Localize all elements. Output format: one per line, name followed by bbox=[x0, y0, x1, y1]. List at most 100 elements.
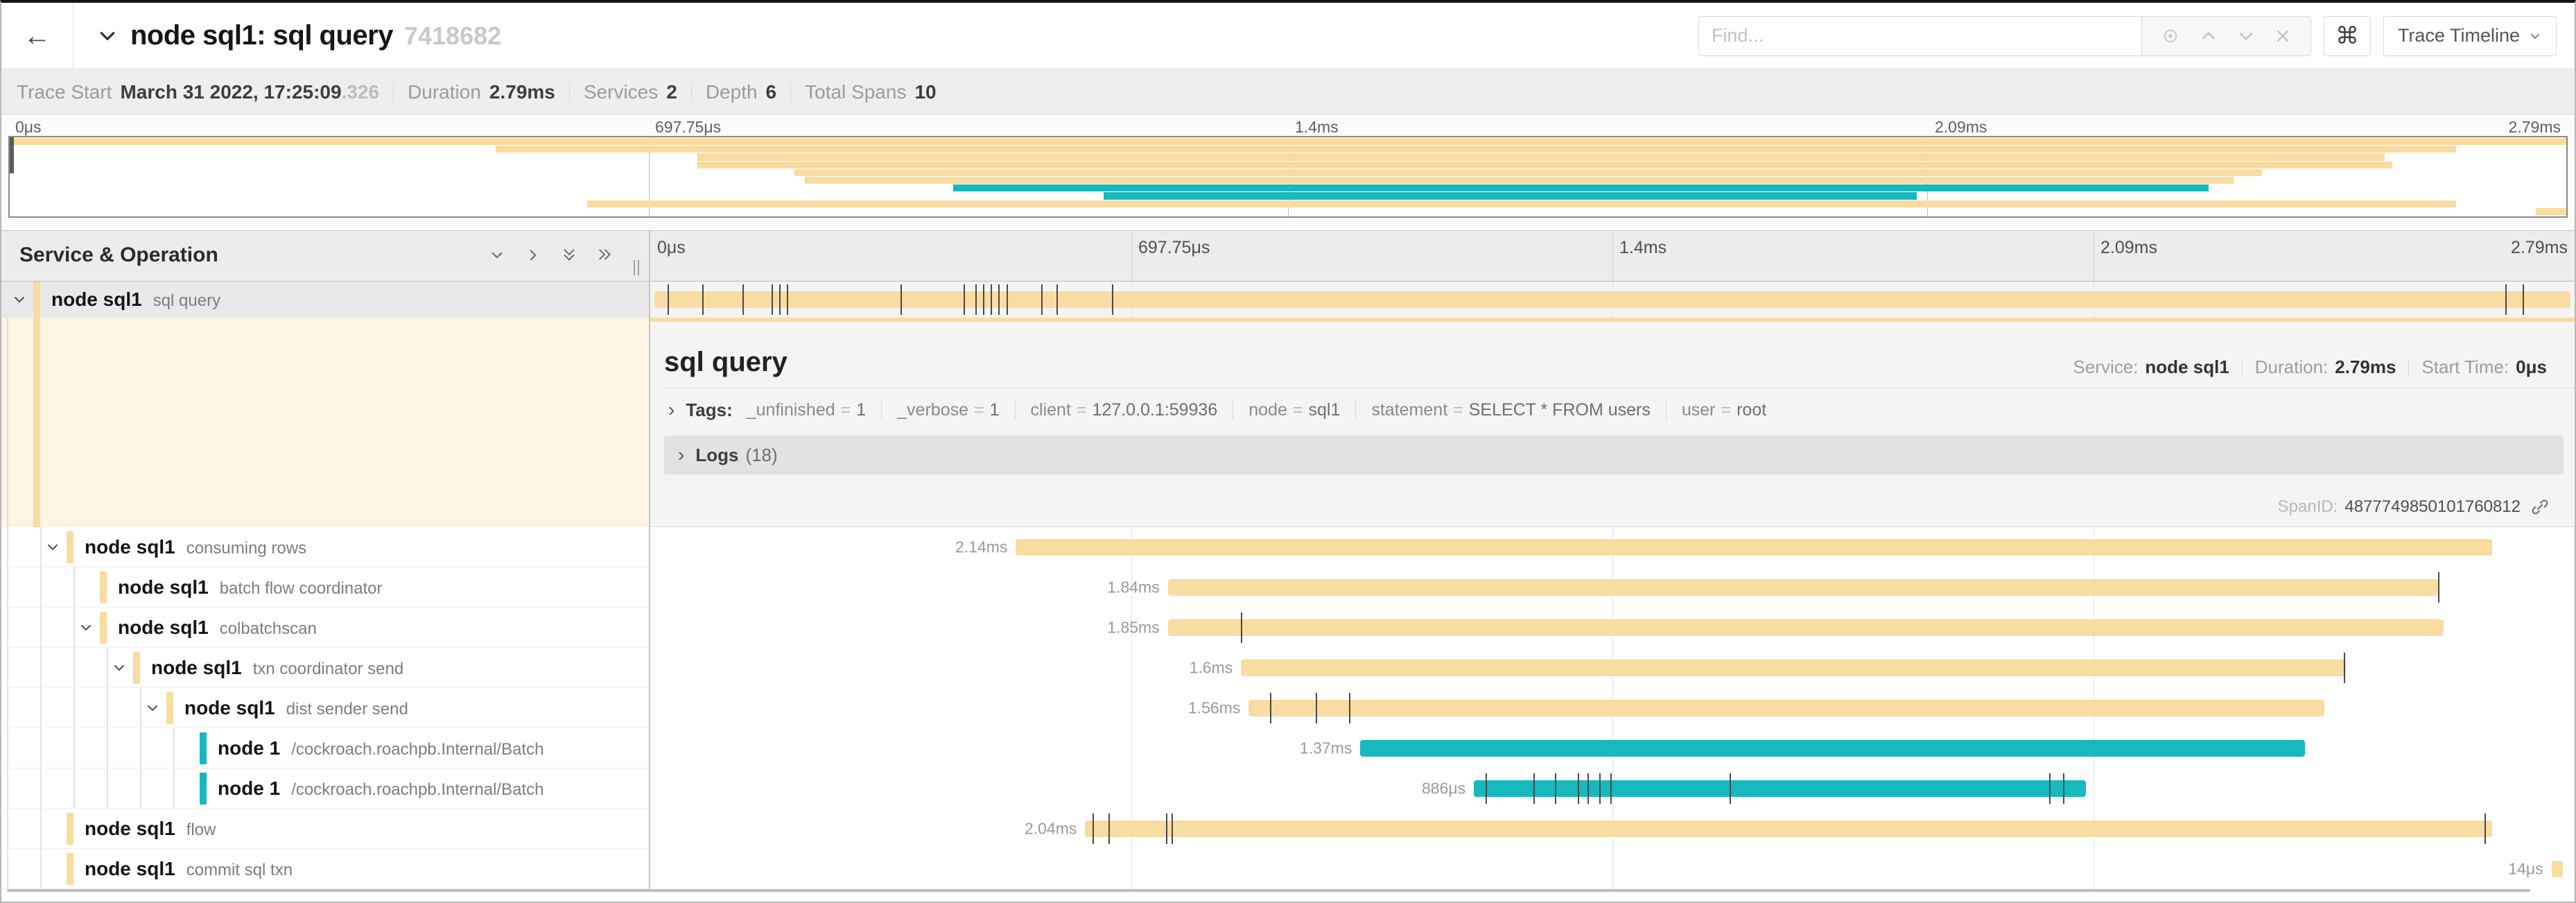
tag-value: sql1 bbox=[1308, 399, 1341, 420]
minimap-span-row bbox=[10, 192, 2566, 200]
service-color-bar bbox=[100, 571, 107, 603]
minimap-span-row bbox=[10, 177, 2566, 184]
tag-key: _verbose bbox=[897, 399, 969, 420]
tree-row-batch-flow-coordinator[interactable]: node sql1 batch flow coordinator bbox=[1, 567, 649, 608]
tree-row-flow[interactable]: node sql1 flow bbox=[1, 809, 649, 849]
tree-row-colbatchscan[interactable]: node sql1 colbatchscan bbox=[1, 608, 649, 648]
tree-row-consuming-rows[interactable]: node sql1 consuming rows bbox=[1, 527, 649, 567]
trace-view-selector[interactable]: Trace Timeline bbox=[2383, 15, 2557, 56]
deep-link-icon[interactable] bbox=[2530, 497, 2550, 517]
span-bar-row-4[interactable]: 1.6ms bbox=[650, 648, 2575, 688]
trace-view-label: Trace Timeline bbox=[2397, 25, 2520, 46]
column-resize-grip[interactable] bbox=[634, 260, 639, 275]
span-duration-bar[interactable] bbox=[1167, 579, 2438, 596]
tag-item: statement = SELECT * FROM users bbox=[1355, 399, 1666, 420]
span-service-name: node sql1 bbox=[118, 576, 209, 598]
span-duration-bar[interactable] bbox=[1167, 619, 2444, 636]
clear-find-icon[interactable] bbox=[2274, 28, 2291, 44]
span-duration-label: 1.84ms bbox=[1107, 578, 1160, 596]
tags-accordion[interactable]: › Tags: _unfinished = 1 _verbose = 1 client = 12… bbox=[664, 388, 2575, 431]
minimap-canvas[interactable] bbox=[8, 136, 2568, 218]
tree-row--cockroach-roachpb-internal-batch[interactable]: node 1/cockroach.roachpb.Internal/Batch bbox=[1, 728, 649, 768]
chevron-down-icon[interactable] bbox=[78, 619, 94, 636]
span-log-tick bbox=[964, 284, 966, 315]
span-bar-row-5[interactable]: 1.56ms bbox=[650, 688, 2575, 728]
span-log-tick bbox=[1587, 773, 1589, 804]
chevron-down-icon[interactable] bbox=[44, 539, 61, 556]
tag-item: client = 127.0.0.1:59936 bbox=[1014, 399, 1233, 420]
collapse-all-icon[interactable] bbox=[560, 246, 578, 264]
span-duration-bar[interactable] bbox=[1085, 820, 2492, 837]
focus-match-icon[interactable] bbox=[2161, 26, 2180, 46]
span-bar-row-6[interactable]: 1.37ms bbox=[650, 728, 2575, 768]
span-duration-bar[interactable] bbox=[1248, 700, 2325, 716]
axis-tick-label: 697.75μs bbox=[1138, 238, 1210, 257]
depth-label: Depth bbox=[705, 80, 758, 103]
minimap-span-row bbox=[10, 161, 2566, 169]
service-operation-header: Service & Operation bbox=[1, 231, 650, 281]
total-spans-value: 10 bbox=[914, 80, 937, 103]
horizontal-scrollbar[interactable] bbox=[7, 889, 2530, 892]
span-duration-bar[interactable] bbox=[654, 291, 2571, 308]
span-service-name: node sql1 bbox=[85, 535, 175, 558]
depth-value: 6 bbox=[765, 80, 777, 103]
axis-tick-label: 0μs bbox=[657, 238, 686, 257]
span-log-tick bbox=[998, 284, 1000, 315]
service-color-bar bbox=[133, 651, 140, 684]
tag-value: 1 bbox=[856, 399, 867, 420]
span-duration-value: 2.79ms bbox=[2335, 356, 2396, 377]
expand-one-icon[interactable] bbox=[524, 246, 542, 264]
tree-row-txn-coordinator-send[interactable]: node sql1 txn coordinator send bbox=[1, 648, 649, 688]
span-bar-row-7[interactable]: 886μs bbox=[650, 768, 2575, 809]
span-log-tick bbox=[1056, 284, 1058, 315]
back-button[interactable]: ← bbox=[1, 3, 73, 69]
span-bar-row-2[interactable]: 1.84ms bbox=[650, 567, 2575, 608]
span-duration-bar[interactable] bbox=[2551, 861, 2564, 877]
span-duration-label: Duration: bbox=[2254, 356, 2329, 377]
span-log-tick bbox=[1172, 814, 1174, 844]
collapse-title-chevron-icon[interactable] bbox=[97, 26, 118, 46]
minimap-left-scrubber[interactable] bbox=[10, 137, 14, 173]
tag-key: node bbox=[1248, 399, 1287, 420]
tree-row-dist-sender-send[interactable]: node sql1 dist sender send bbox=[1, 688, 649, 728]
span-operation-name: dist sender send bbox=[286, 699, 408, 719]
span-bar-row-9[interactable]: 14μs bbox=[650, 849, 2575, 889]
tree-row--cockroach-roachpb-internal-batch[interactable]: node 1/cockroach.roachpb.Internal/Batch bbox=[1, 768, 649, 809]
service-color-bar bbox=[33, 282, 40, 318]
span-operation-name: colbatchscan bbox=[219, 619, 317, 638]
span-bar-row-0[interactable] bbox=[650, 282, 2575, 318]
chevron-right-icon: › bbox=[678, 444, 685, 465]
span-duration-bar[interactable] bbox=[1016, 539, 2492, 556]
chevron-down-icon[interactable] bbox=[11, 291, 28, 308]
logs-accordion[interactable]: › Logs (18) bbox=[664, 436, 2564, 474]
span-bar-row-1[interactable]: 2.14ms bbox=[650, 527, 2575, 567]
expand-all-icon[interactable] bbox=[596, 246, 614, 264]
span-operation-name: txn coordinator send bbox=[252, 659, 404, 678]
minimap-axis: 0μs 697.75μs 1.4ms 2.09ms 2.79ms bbox=[8, 117, 2568, 136]
span-log-tick bbox=[2505, 284, 2507, 315]
span-duration-bar[interactable] bbox=[1241, 660, 2346, 676]
span-service-name: node sql1 bbox=[151, 656, 242, 678]
chevron-down-icon[interactable] bbox=[111, 660, 128, 676]
tag-item: _verbose = 1 bbox=[881, 399, 1014, 420]
collapse-one-icon[interactable] bbox=[488, 246, 506, 264]
span-bar-row-3[interactable]: 1.85ms bbox=[650, 608, 2575, 648]
span-id-row: SpanID: 4877749850101760812 bbox=[2278, 497, 2550, 517]
minimap-span-bar bbox=[587, 200, 2457, 207]
span-bar-row-8[interactable]: 2.04ms bbox=[650, 809, 2575, 849]
minimap-span-row bbox=[10, 153, 2566, 161]
keyboard-shortcuts-button[interactable]: ⌘ bbox=[2323, 15, 2371, 56]
span-duration-bar[interactable] bbox=[1474, 780, 2086, 797]
span-log-tick bbox=[1093, 814, 1095, 844]
span-log-tick bbox=[702, 284, 704, 315]
chevron-down-icon[interactable] bbox=[144, 700, 161, 716]
tree-row-commit-sql-txn[interactable]: node sql1 commit sql txn bbox=[1, 849, 649, 889]
axis-tick-label: 1.4ms bbox=[1295, 118, 1339, 136]
find-input[interactable] bbox=[1698, 15, 2142, 56]
prev-match-icon[interactable] bbox=[2200, 27, 2218, 45]
next-match-icon[interactable] bbox=[2237, 27, 2255, 45]
total-spans-label: Total Spans bbox=[805, 80, 907, 103]
span-duration-bar[interactable] bbox=[1360, 740, 2306, 757]
tree-row-sql-query[interactable]: node sql1 sql query bbox=[1, 282, 649, 318]
